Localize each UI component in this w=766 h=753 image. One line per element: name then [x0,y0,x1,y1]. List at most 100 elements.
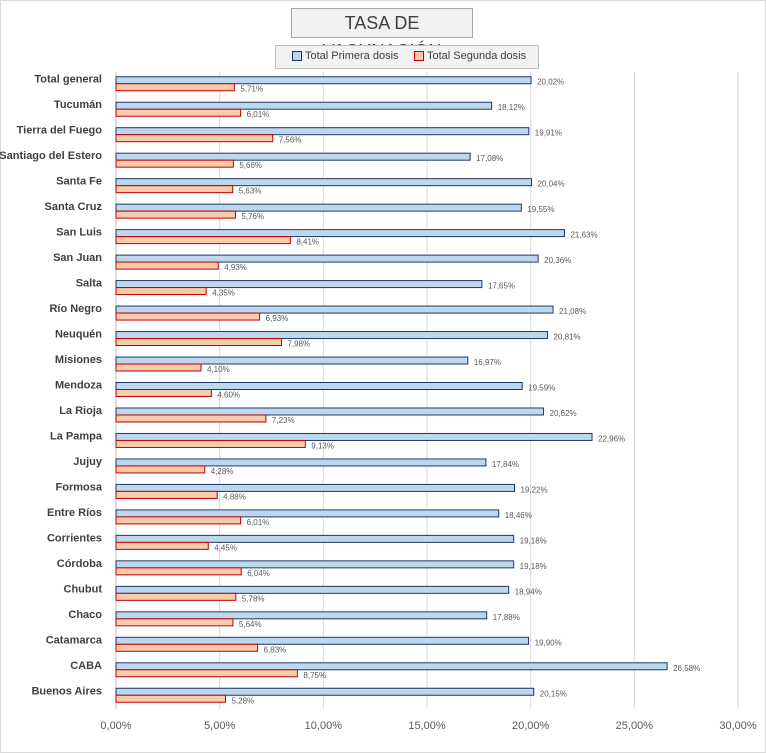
bar-primera-dosis [115,432,593,441]
data-label-segunda: 5,71% [240,85,263,94]
data-label-segunda: 7,23% [272,416,295,425]
x-tick-label: 25,00% [616,720,654,732]
bar-primera-dosis [115,662,668,671]
category-label: Tierra del Fuego [17,125,103,137]
x-tick-label: 5,00% [204,720,235,732]
data-label-segunda: 7,56% [279,136,302,145]
data-label-primera: 19,55% [527,205,554,214]
bar-segunda-dosis [115,669,298,678]
data-label-primera: 18,46% [505,511,532,520]
bar-primera-dosis [115,407,545,416]
category-label: Salta [76,278,103,290]
category-label: La Rioja [59,405,103,417]
x-tick-label: 0,00% [100,720,131,732]
legend-swatch-segunda [414,51,424,62]
data-label-segunda: 4,35% [212,289,235,298]
bar-segunda-dosis [115,261,219,270]
category-label: Jujuy [73,456,103,468]
bar-segunda-dosis [115,516,242,525]
bar-segunda-dosis [115,439,306,448]
data-label-primera: 19,18% [520,562,547,571]
bar-primera-dosis [115,636,530,645]
data-label-primera: 20,04% [537,180,564,189]
category-label: CABA [70,660,102,672]
data-label-primera: 17,84% [492,460,519,469]
bar-primera-dosis [115,534,515,543]
data-label-primera: 20,81% [553,333,580,342]
bar-segunda-dosis [115,338,282,347]
bar-segunda-dosis [115,312,261,321]
data-label-segunda: 4,60% [217,391,240,400]
data-label-segunda: 4,10% [207,365,230,374]
bar-primera-dosis [115,560,515,569]
data-label-segunda: 6,83% [264,645,287,654]
data-label-segunda: 4,93% [224,263,247,272]
data-label-segunda: 4,88% [223,492,246,501]
bar-primera-dosis [115,305,554,314]
bar-primera-dosis [115,687,535,696]
bar-primera-dosis [115,382,523,390]
bar-segunda-dosis [115,83,235,92]
data-label-segunda: 6,01% [247,518,270,527]
data-label-segunda: 6,93% [266,314,289,323]
category-label: Entre Ríos [47,507,102,519]
x-tick-label: 30,00% [719,720,757,732]
data-label-primera: 19,18% [520,536,547,545]
data-label-primera: 19,91% [535,129,562,138]
legend-entry-segunda: Total Segunda dosis [414,50,526,62]
bar-primera-dosis [115,458,487,467]
bar-primera-dosis [115,356,469,365]
data-label-primera: 16,97% [474,358,501,367]
bar-segunda-dosis [115,694,226,703]
category-label: Córdoba [57,558,103,570]
data-label-segunda: 5,28% [231,696,254,705]
category-label: Misiones [55,354,102,366]
data-label-segunda: 5,64% [239,620,262,629]
data-label-primera: 17,65% [488,282,515,291]
data-label-segunda: 7,98% [287,340,310,349]
data-label-primera: 18,94% [515,587,542,596]
bar-segunda-dosis [115,490,218,499]
bar-primera-dosis [115,254,539,263]
data-label-primera: 19,59% [528,384,555,393]
category-label: La Pampa [50,430,103,442]
bar-primera-dosis [115,611,488,620]
legend-entry-primera: Total Primera dosis [292,50,399,62]
data-label-primera: 20,62% [550,409,577,418]
data-label-segunda: 4,28% [211,467,234,476]
category-label: Santa Cruz [45,201,103,213]
bar-primera-dosis [115,229,565,238]
data-label-segunda: 5,63% [239,187,262,196]
data-label-segunda: 9,13% [311,441,334,450]
bar-segunda-dosis [115,618,234,627]
x-tick-label: 20,00% [512,720,550,732]
bar-segunda-dosis [115,159,234,168]
bar-segunda-dosis [115,389,212,397]
bar-primera-dosis [115,331,548,340]
data-label-primera: 20,36% [544,256,571,265]
bar-segunda-dosis [115,465,206,474]
data-label-primera: 20,15% [540,689,567,698]
category-label: Formosa [56,481,103,493]
x-tick-label: 15,00% [408,720,446,732]
bar-segunda-dosis [115,134,274,143]
bar-segunda-dosis [115,363,202,372]
data-label-primera: 21,63% [570,231,597,240]
bar-segunda-dosis [115,108,242,117]
category-label: Río Negro [49,303,102,315]
data-label-primera: 18,12% [498,103,525,112]
category-label: Total general [34,74,102,86]
bar-primera-dosis [115,178,532,187]
data-label-primera: 21,08% [559,307,586,316]
category-label: Chubut [64,583,103,595]
data-label-segunda: 6,01% [247,110,270,119]
data-label-primera: 17,08% [476,154,503,163]
data-label-primera: 20,02% [537,78,564,87]
bar-primera-dosis [115,203,522,212]
data-label-primera: 26,58% [673,664,700,673]
data-label-segunda: 4,45% [214,543,237,552]
bar-segunda-dosis [115,592,237,601]
bar-segunda-dosis [115,414,267,423]
legend-label-segunda: Total Segunda dosis [427,50,527,62]
